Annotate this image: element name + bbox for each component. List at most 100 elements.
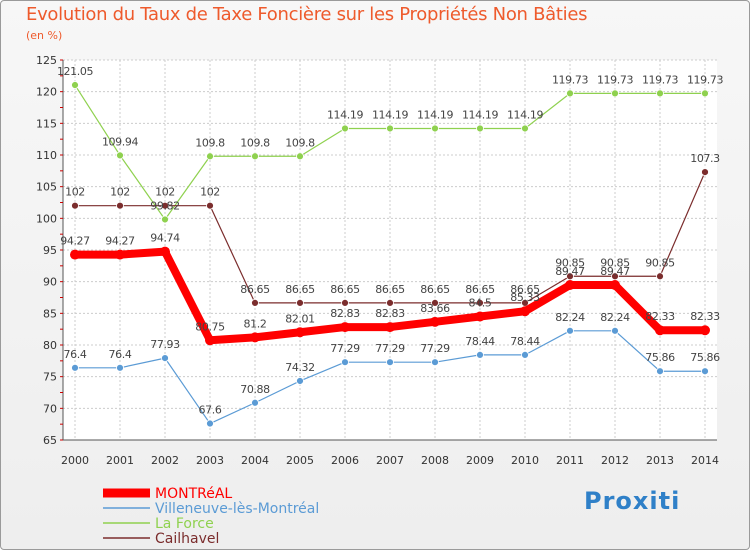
data-point <box>701 168 709 177</box>
y-tick-label: 80 <box>43 339 57 352</box>
data-point <box>160 246 170 257</box>
data-point <box>161 201 169 210</box>
data-label: 76.4 <box>109 348 132 361</box>
x-tick-label: 2003 <box>196 454 224 467</box>
data-point <box>70 249 80 260</box>
data-label: 109.8 <box>195 136 225 149</box>
x-tick-label: 2005 <box>286 454 314 467</box>
data-point <box>565 280 575 291</box>
data-label: 119.73 <box>687 73 723 86</box>
y-tick-label: 120 <box>36 86 57 99</box>
x-tick-label: 2013 <box>646 454 674 467</box>
y-tick-label: 105 <box>36 181 57 194</box>
data-label: 74.32 <box>285 361 315 374</box>
data-label: 94.74 <box>150 232 180 245</box>
data-point <box>566 326 574 335</box>
data-label: 119.73 <box>597 73 633 86</box>
data-label: 77.29 <box>420 342 450 355</box>
data-label: 121.05 <box>57 65 93 78</box>
data-point <box>520 306 530 317</box>
data-point <box>251 152 259 161</box>
data-point <box>476 350 484 359</box>
data-label: 78.44 <box>510 335 540 348</box>
data-point <box>296 152 304 161</box>
data-label: 86.65 <box>330 283 360 296</box>
data-label: 90.85 <box>600 256 630 269</box>
data-label: 86.65 <box>375 283 405 296</box>
data-label: 86.65 <box>420 283 450 296</box>
y-tick-label: 95 <box>43 244 57 257</box>
x-tick-label: 2001 <box>106 454 134 467</box>
data-label: 94.27 <box>60 235 90 248</box>
data-point <box>71 81 79 89</box>
data-point <box>656 89 664 98</box>
data-point <box>386 358 394 367</box>
logo-text: Proxiti <box>584 487 681 515</box>
y-tick-label: 90 <box>43 276 57 289</box>
data-point <box>386 298 394 307</box>
data-point <box>206 152 214 161</box>
x-tick-label: 2009 <box>466 454 494 467</box>
data-point <box>521 350 529 359</box>
data-label: 86.65 <box>465 283 495 296</box>
data-label: 86.65 <box>285 283 315 296</box>
proxiti-logo: Proxiti <box>584 487 680 515</box>
data-label: 109.94 <box>102 135 138 148</box>
y-tick-label: 75 <box>43 371 57 384</box>
legend-label: La Force <box>155 516 214 532</box>
y-tick-label: 115 <box>36 117 57 130</box>
data-label: 82.01 <box>285 312 315 325</box>
data-point <box>655 325 665 336</box>
data-point <box>116 201 124 210</box>
x-tick-label: 2006 <box>331 454 359 467</box>
x-tick-label: 2012 <box>601 454 629 467</box>
legend-label: MONTRéAL <box>155 486 232 502</box>
data-point <box>71 363 79 372</box>
x-tick-label: 2002 <box>151 454 179 467</box>
data-point <box>341 298 349 307</box>
data-label: 83.66 <box>420 302 450 315</box>
data-point <box>296 377 304 385</box>
data-label: 99.82 <box>150 199 180 212</box>
data-label: 90.85 <box>645 256 675 269</box>
x-tick-label: 2010 <box>511 454 539 467</box>
x-tick-label: 2004 <box>241 454 269 467</box>
data-point <box>341 358 349 367</box>
data-label: 114.19 <box>417 108 453 121</box>
data-label: 70.88 <box>240 383 270 396</box>
data-label: 76.4 <box>64 348 87 361</box>
data-label: 75.86 <box>690 351 720 364</box>
data-point <box>611 272 619 281</box>
data-label: 78.44 <box>465 335 495 348</box>
x-tick-label: 2007 <box>376 454 404 467</box>
data-label: 119.73 <box>552 73 588 86</box>
data-point <box>161 354 169 363</box>
y-tick-label: 70 <box>43 402 57 415</box>
data-label: 80.75 <box>195 320 225 333</box>
data-point <box>700 325 710 336</box>
data-label: 107.3 <box>690 152 720 165</box>
data-label: 94.27 <box>105 235 135 248</box>
y-axis-unit: (en %) <box>26 29 63 42</box>
data-label: 67.6 <box>199 404 222 417</box>
data-label: 89.47 <box>600 265 630 278</box>
data-label: 114.19 <box>372 108 408 121</box>
y-tick-label: 65 <box>43 434 57 447</box>
data-point <box>341 124 349 133</box>
data-label: 77.93 <box>150 338 180 351</box>
data-point <box>205 335 215 346</box>
data-point <box>611 89 619 98</box>
data-point <box>431 124 439 133</box>
data-label: 82.33 <box>690 310 720 323</box>
y-tick-label: 125 <box>36 54 57 67</box>
data-label: 85.33 <box>510 291 540 304</box>
x-tick-label: 2014 <box>691 454 719 467</box>
x-tick-label: 2011 <box>556 454 584 467</box>
data-point <box>206 419 214 428</box>
data-point <box>430 316 440 327</box>
data-label: 77.29 <box>330 342 360 355</box>
data-point <box>116 151 124 160</box>
data-label: 119.73 <box>642 73 678 86</box>
data-point <box>385 322 395 333</box>
data-point <box>386 124 394 133</box>
